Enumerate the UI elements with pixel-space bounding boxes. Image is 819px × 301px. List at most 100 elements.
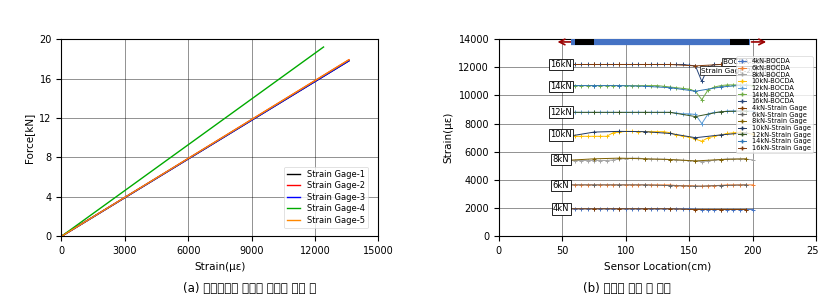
6kN-BOCDA: [601, 183, 611, 187]
10kN-BOCDA: [690, 137, 699, 141]
4kN-BOCDA: [613, 207, 623, 211]
4kN-BOCDA: [734, 208, 744, 211]
8kN-BOCDA: [734, 157, 744, 161]
6kN-Strain Gage: [690, 185, 699, 188]
8kN-BOCDA: [645, 157, 655, 161]
14kN-BOCDA: [601, 84, 611, 87]
12kN-BOCDA: [740, 109, 750, 113]
6kN-Strain Gage: [639, 183, 649, 187]
14kN-BOCDA: [627, 84, 636, 87]
10kN-BOCDA: [582, 135, 592, 138]
10kN-BOCDA: [652, 130, 662, 133]
12kN-BOCDA: [664, 110, 674, 114]
10kN-BOCDA: [703, 136, 713, 139]
16kN-BOCDA: [582, 63, 592, 66]
12kN-BOCDA: [727, 109, 737, 113]
14kN-BOCDA: [582, 84, 592, 87]
10kN-BOCDA: [658, 130, 667, 133]
8kN-BOCDA: [608, 158, 618, 162]
6kN-Strain Gage: [715, 184, 725, 188]
6kN-Strain Gage: [664, 184, 674, 188]
12kN-BOCDA: [677, 112, 687, 116]
8kN-BOCDA: [671, 158, 681, 162]
6kN-BOCDA: [645, 183, 655, 187]
10kN-Strain Gage: [664, 132, 674, 135]
16kN-BOCDA: [703, 66, 713, 69]
14kN-BOCDA: [595, 84, 604, 87]
10kN-BOCDA: [722, 132, 731, 135]
14kN-BOCDA: [703, 88, 713, 92]
12kN-BOCDA: [601, 110, 611, 114]
12kN-BOCDA: [715, 110, 725, 114]
4kN-BOCDA: [708, 208, 718, 211]
6kN-Strain Gage: [613, 183, 623, 187]
16kN-BOCDA: [588, 63, 598, 66]
4kN-Strain Gage: [588, 207, 598, 211]
6kN-BOCDA: [727, 183, 737, 187]
6kN-BOCDA: [703, 184, 713, 188]
16kN-BOCDA: [645, 63, 655, 66]
8kN-BOCDA: [601, 159, 611, 162]
10kN-BOCDA: [633, 130, 643, 133]
8kN-BOCDA: [696, 160, 706, 163]
6kN-BOCDA: [613, 183, 623, 187]
10kN-Strain Gage: [613, 129, 623, 133]
10kN-BOCDA: [639, 130, 649, 133]
14kN-BOCDA: [696, 98, 706, 101]
12kN-BOCDA: [620, 110, 630, 114]
Line: 12kN-Strain Gage: 12kN-Strain Gage: [566, 109, 748, 119]
12kN-BOCDA: [671, 111, 681, 115]
16kN-Strain Gage: [740, 61, 750, 65]
16kN-BOCDA: [734, 61, 744, 65]
6kN-BOCDA: [569, 183, 579, 187]
12kN-BOCDA: [588, 110, 598, 114]
16kN-BOCDA: [722, 61, 731, 65]
6kN-BOCDA: [740, 183, 750, 187]
16kN-BOCDA: [671, 63, 681, 66]
Line: 8kN-BOCDA: 8kN-BOCDA: [566, 156, 754, 164]
Text: (b) 센서별 계측 값 비교: (b) 센서별 계측 값 비교: [582, 282, 671, 295]
8kN-BOCDA: [620, 157, 630, 160]
Line: 14kN-Strain Gage: 14kN-Strain Gage: [566, 82, 748, 94]
16kN-BOCDA: [715, 63, 725, 66]
8kN-BOCDA: [727, 157, 737, 161]
16kN-BOCDA: [740, 61, 750, 65]
16kN-BOCDA: [627, 63, 636, 66]
12kN-BOCDA: [645, 110, 655, 114]
6kN-BOCDA: [715, 184, 725, 187]
14kN-BOCDA: [608, 84, 618, 87]
X-axis label: Strain(με): Strain(με): [194, 262, 246, 272]
10kN-BOCDA: [734, 130, 744, 134]
16kN-BOCDA: [563, 63, 572, 66]
12kN-BOCDA: [569, 110, 579, 114]
12kN-Strain Gage: [613, 110, 623, 114]
14kN-BOCDA: [569, 84, 579, 87]
Line: 10kN-Strain Gage: 10kN-Strain Gage: [566, 129, 748, 140]
10kN-BOCDA: [563, 135, 572, 138]
8kN-BOCDA: [588, 159, 598, 162]
4kN-BOCDA: [671, 207, 681, 211]
16kN-BOCDA: [576, 63, 586, 66]
12kN-BOCDA: [703, 112, 713, 116]
14kN-BOCDA: [671, 86, 681, 89]
10kN-BOCDA: [588, 135, 598, 138]
14kN-Strain Gage: [715, 85, 725, 89]
8kN-BOCDA: [683, 159, 693, 162]
4kN-BOCDA: [645, 207, 655, 211]
4kN-BOCDA: [633, 207, 643, 211]
6kN-BOCDA: [595, 183, 604, 187]
6kN-BOCDA: [652, 183, 662, 187]
10kN-BOCDA: [715, 133, 725, 137]
6kN-BOCDA: [671, 184, 681, 188]
14kN-BOCDA: [677, 87, 687, 90]
8kN-BOCDA: [708, 158, 718, 162]
10kN-BOCDA: [576, 135, 586, 138]
8kN-Strain Gage: [639, 157, 649, 161]
12kN-Strain Gage: [639, 110, 649, 114]
16kN-Strain Gage: [563, 63, 572, 66]
8kN-Strain Gage: [690, 159, 699, 163]
Text: 6kN: 6kN: [552, 181, 568, 190]
8kN-BOCDA: [627, 156, 636, 160]
8kN-BOCDA: [722, 157, 731, 161]
8kN-Strain Gage: [563, 158, 572, 162]
